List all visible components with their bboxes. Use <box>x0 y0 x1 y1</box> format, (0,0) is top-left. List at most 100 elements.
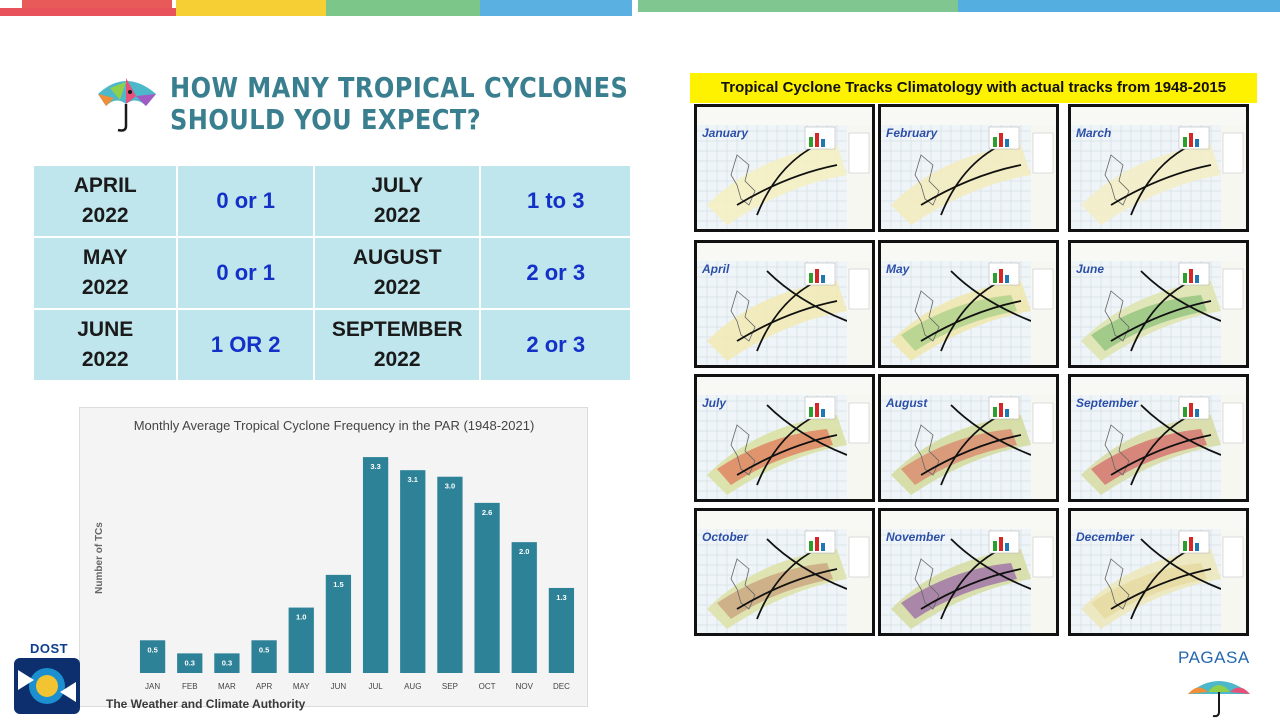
tile-month-label: October <box>702 530 749 544</box>
value-cell: 1 to 3 <box>481 166 630 236</box>
month-cell: APRIL 2022 <box>34 166 177 236</box>
value-text: 2 or 3 <box>526 260 586 285</box>
month-text: JULY <box>371 174 424 197</box>
data-label: 3.0 <box>445 482 455 491</box>
month-text: APRIL <box>73 174 137 197</box>
climatology-tile-february: February <box>878 104 1059 232</box>
bar-jan <box>139 640 166 673</box>
month-text: 2022 <box>81 204 129 227</box>
value-cell: 2 or 3 <box>481 310 630 380</box>
bar-segment-red-2 <box>0 8 176 16</box>
bar-apr <box>251 640 277 673</box>
bar-aug <box>400 470 426 673</box>
tick-label: MAR <box>218 682 236 691</box>
month-cell: AUGUST 2022 <box>314 238 480 308</box>
month-text: 2022 <box>373 348 421 371</box>
track-map <box>881 125 1056 229</box>
month-text: AUGUST <box>352 246 442 269</box>
tile-header <box>697 243 872 261</box>
data-label: 2.0 <box>519 547 529 556</box>
track-map <box>1071 125 1246 229</box>
month-text: MAY <box>82 246 128 269</box>
climatology-tile-august: August <box>878 374 1059 502</box>
tile-month-label: August <box>886 396 928 410</box>
month-cell: JUNE 2022 <box>34 310 177 380</box>
track-map <box>1071 395 1246 499</box>
climatology-title: Tropical Cyclone Tracks Climatology with… <box>690 73 1257 103</box>
bar-jul <box>362 457 389 673</box>
bar-segment-blue-2 <box>958 0 1280 12</box>
dost-label: DOST <box>30 641 69 656</box>
tick-label: AUG <box>404 682 421 691</box>
tile-month-label: May <box>886 262 910 276</box>
bar-oct <box>474 502 500 673</box>
bar-segment-green <box>326 0 480 16</box>
data-label: 0.3 <box>222 658 232 667</box>
pagasa-umbrella-icon <box>1188 681 1250 718</box>
chart-title: Monthly Average Tropical Cyclone Frequen… <box>134 418 535 433</box>
value-text: 1 to 3 <box>527 188 585 213</box>
tick-label: MAY <box>293 682 310 691</box>
tick-label: DEC <box>553 682 570 691</box>
climatology-tile-june: June <box>1068 240 1249 368</box>
top-color-bar <box>0 0 1280 16</box>
tile-header <box>881 243 1056 261</box>
bar-mar <box>214 653 240 673</box>
climatology-tile-april: April <box>694 240 875 368</box>
forecast-row: JUNE 2022 1 OR 2 SEPTEMBER 2022 2 or 3 <box>34 310 630 380</box>
tick-label: SEP <box>442 682 458 691</box>
bar-nov <box>511 542 537 673</box>
bar-segment-red <box>22 0 172 8</box>
data-label: 3.3 <box>370 462 380 471</box>
y-axis-label: Number of TCs <box>94 522 105 594</box>
tick-label: JUL <box>368 682 383 691</box>
month-text: 2022 <box>373 204 421 227</box>
tile-month-label: December <box>1076 530 1135 544</box>
tile-month-label: November <box>886 530 945 544</box>
umbrella-icon <box>98 78 156 132</box>
month-cell: SEPTEMBER 2022 <box>314 310 480 380</box>
climatology-tile-november: November <box>878 508 1059 636</box>
title-line-1: HOW MANY TROPICAL CYCLONES <box>170 71 629 104</box>
slide-title: HOW MANY TROPICAL CYCLONES SHOULD YOU EX… <box>96 72 628 142</box>
track-map <box>697 261 872 365</box>
tile-month-label: September <box>1076 396 1139 410</box>
month-cell: MAY 2022 <box>34 238 177 308</box>
track-map <box>1071 261 1246 365</box>
tile-header <box>1071 511 1246 529</box>
tile-header <box>1071 243 1246 261</box>
climatology-tile-july: July <box>694 374 875 502</box>
value-text: 1 OR 2 <box>210 332 281 357</box>
forecast-table: APRIL 2022 0 or 1 JULY 2022 1 to 3 MAY 2022 0 or… <box>32 164 632 382</box>
value-cell: 2 or 3 <box>481 238 630 308</box>
value-text: 0 or 1 <box>216 260 276 285</box>
tile-header <box>697 511 872 529</box>
bar-sep <box>437 476 463 673</box>
tick-label: APR <box>256 682 273 691</box>
tile-month-label: June <box>1076 262 1105 276</box>
tick-label: NOV <box>516 682 534 691</box>
forecast-row: APRIL 2022 0 or 1 JULY 2022 1 to 3 <box>34 166 630 236</box>
tagline: The Weather and Climate Authority <box>106 697 306 711</box>
forecast-row: MAY 2022 0 or 1 AUGUST 2022 2 or 3 <box>34 238 630 308</box>
track-map <box>697 395 872 499</box>
pagasa-label: PAGASA <box>1178 648 1250 667</box>
data-label: 0.3 <box>185 658 195 667</box>
data-label: 0.5 <box>147 645 157 654</box>
bar-dec <box>548 587 575 673</box>
value-text: 2 or 3 <box>526 332 586 357</box>
tile-header <box>881 377 1056 395</box>
frequency-chart: Monthly Average Tropical Cyclone Frequen… <box>79 407 588 707</box>
climatology-map-grid: January February March April May June July Augu… <box>694 104 1254 638</box>
value-cell: 0 or 1 <box>178 166 313 236</box>
tile-header <box>881 511 1056 529</box>
tick-label: JAN <box>145 682 160 691</box>
tile-month-label: January <box>702 126 749 140</box>
climatology-tile-january: January <box>694 104 875 232</box>
climatology-tile-march: March <box>1068 104 1249 232</box>
bar-jun <box>325 574 352 673</box>
tile-header <box>1071 377 1246 395</box>
title-line-2: SHOULD YOU EXPECT? <box>170 103 482 136</box>
dost-logo <box>14 658 80 714</box>
tick-label: FEB <box>182 682 198 691</box>
